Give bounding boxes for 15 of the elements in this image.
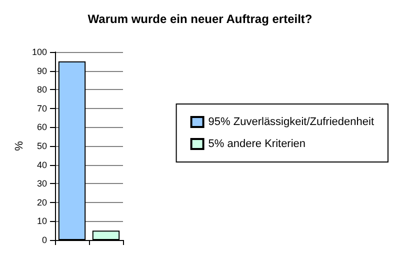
- y-tick-label: 40: [36, 160, 47, 170]
- legend-label: 95% Zuverlässigkeit/Zufriedenheit: [208, 116, 374, 128]
- y-tick-label: 60: [36, 122, 47, 132]
- y-tick-label: 0: [42, 235, 47, 245]
- y-axis-title: %: [14, 140, 26, 151]
- y-tick-label: 100: [32, 47, 47, 57]
- y-tick-label: 50: [36, 141, 47, 151]
- y-tick-label: 80: [36, 84, 47, 95]
- text: Warum wurde ein neuer Auftrag erteilt?: [88, 12, 312, 26]
- y-tick-label: 10: [36, 216, 47, 226]
- y-tick-label: 90: [36, 66, 47, 76]
- y-tick-label: 30: [36, 178, 47, 189]
- legend-label: 5% andere Kriterien: [208, 138, 306, 150]
- y-tick-label: 70: [36, 103, 47, 114]
- y-tick-label: 20: [36, 197, 47, 208]
